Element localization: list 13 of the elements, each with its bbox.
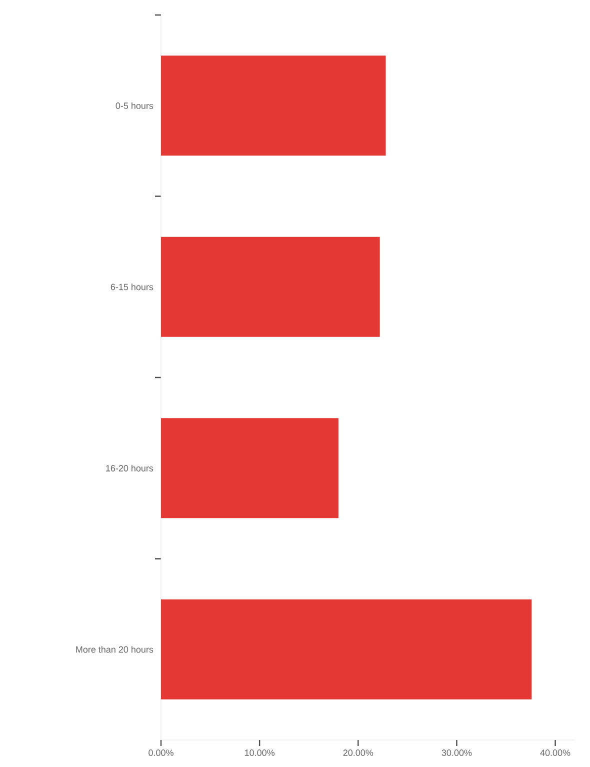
bar [161,418,338,518]
bar [161,599,532,700]
y-tick-label: 16-20 hours [106,464,154,472]
bar [161,236,380,337]
y-tick-label: More than 20 hours [76,646,154,653]
y-tick-label: 0-5 hours [116,102,154,109]
bar [161,56,386,156]
x-tick-label: 20.00% [343,750,374,756]
x-tick-label: 40.00% [540,750,570,756]
x-tick-label: 0.00% [148,750,174,756]
y-tick-label: 6-15 hours [110,284,154,290]
x-tick-label: 10.00% [245,750,275,756]
x-tick-label: 30.00% [442,750,472,756]
